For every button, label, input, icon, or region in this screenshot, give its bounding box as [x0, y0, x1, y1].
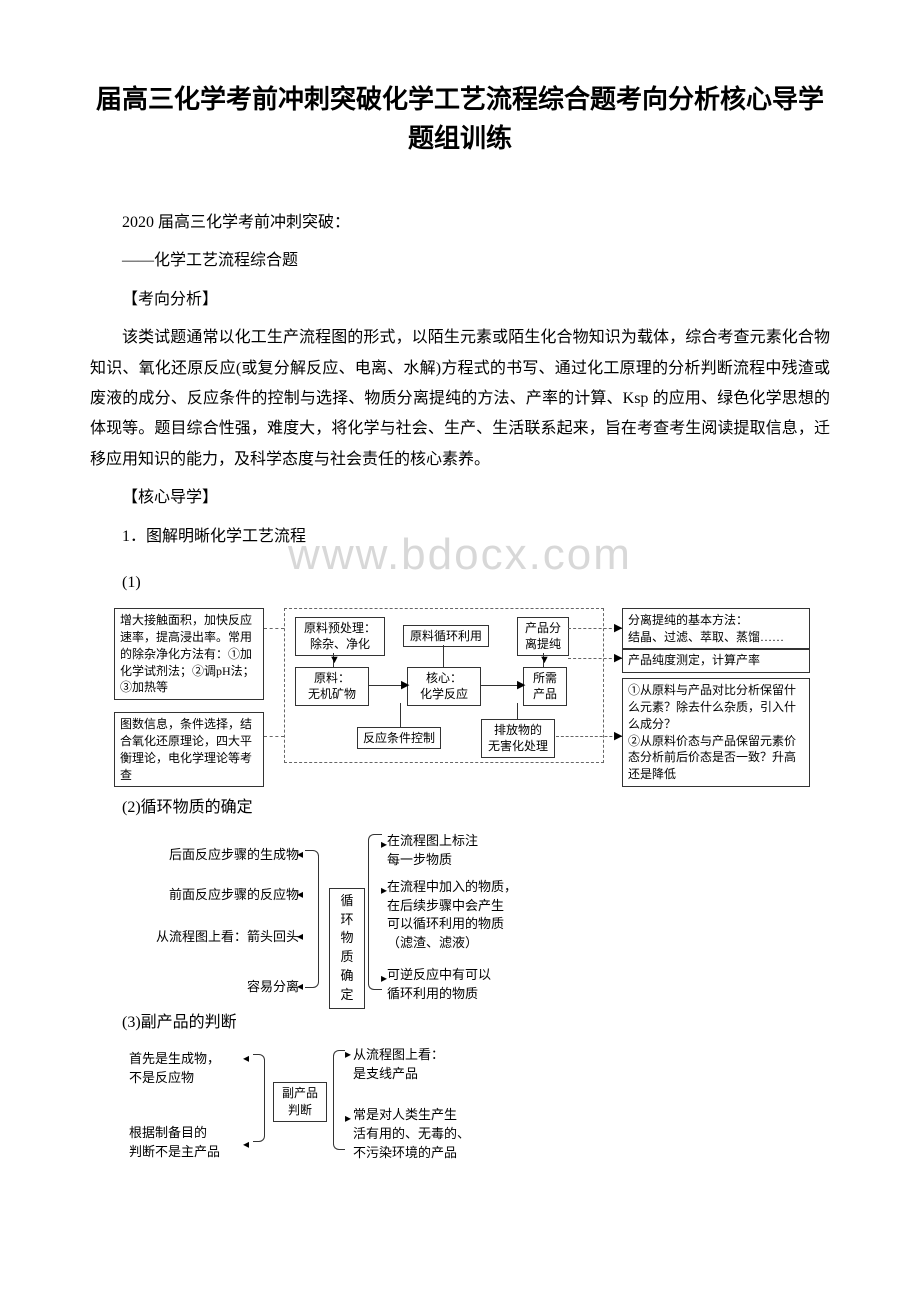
heading-1-3: (3)副产品的判断	[90, 1008, 830, 1038]
heading-1-1: (1)	[90, 568, 830, 598]
d1-right-box-2: 产品纯度测定，计算产率	[622, 648, 810, 673]
d1-box-separate: 产品分离提纯	[517, 617, 569, 655]
d3-right-2: 常是对人类生产生活有用的、无毒的、不污染环境的产品	[353, 1106, 470, 1163]
d2-right-1: 在流程图上标注每一步物质	[387, 832, 478, 870]
d2-left-2: 前面反应步骤的反应物	[129, 886, 299, 905]
d1-right-box-3: ①从原料与产品对比分析保留什么元素？除去什么杂质，引入什么成分？②从原料价态与产…	[622, 678, 810, 787]
d3-right-1: 从流程图上看：是支线产品	[353, 1046, 444, 1084]
d1-box-core: 核心：化学反应	[407, 667, 481, 705]
d2-left-3: 从流程图上看：箭头回头	[129, 928, 299, 947]
d1-box-condition: 反应条件控制	[357, 727, 441, 749]
d1-left-box-2: 图数信息，条件选择，结合氧化还原理论，四大平衡理论，电化学理论等考查	[114, 712, 264, 787]
diagram-process-flow: 增大接触面积，加快反应速率，提高浸出率。常用的除杂净化方法有：①加化学试剂法；②…	[114, 608, 814, 783]
d2-right-2: 在流程中加入的物质，在后续步骤中会产生可以循环利用的物质（滤渣、滤液）	[387, 878, 517, 953]
d2-right-3: 可逆反应中有可以循环利用的物质	[387, 966, 491, 1004]
d1-box-recycle: 原料循环利用	[403, 625, 489, 647]
d2-left-4: 容易分离	[129, 978, 299, 997]
d3-mid-box: 副产品判断	[273, 1082, 327, 1122]
exam-paragraph: 该类试题通常以化工生产流程图的形式，以陌生元素或陌生化合物知识为载体，综合考查元…	[90, 323, 830, 475]
diagram-cycle-material: 后面反应步骤的生成物 ◂ 前面反应步骤的反应物 ◂ 从流程图上看：箭头回头 ◂ …	[129, 832, 609, 1002]
section-core-heading: 【核心导学】	[90, 483, 830, 513]
intro-line-2: ——化学工艺流程综合题	[90, 246, 830, 276]
d1-box-pretreat: 原料预处理：除杂、净化	[295, 617, 385, 655]
d1-right-box-1: 分离提纯的基本方法：结晶、过滤、萃取、蒸馏……	[622, 608, 810, 650]
intro-line-1: 2020 届高三化学考前冲刺突破：	[90, 208, 830, 238]
d3-left-1: 首先是生成物，不是反应物	[129, 1050, 249, 1088]
heading-1-2: (2)循环物质的确定	[90, 793, 830, 823]
page-title: 届高三化学考前冲刺突破化学工艺流程综合题考向分析核心导学题组训练	[90, 80, 830, 158]
diagram-byproduct: 首先是生成物，不是反应物 ◂ 根据制备目的判断不是主产品 ◂ 副产品判断 ▸ 从…	[129, 1046, 599, 1166]
d1-box-raw: 原料：无机矿物	[295, 667, 369, 705]
d1-left-box-1: 增大接触面积，加快反应速率，提高浸出率。常用的除杂净化方法有：①加化学试剂法；②…	[114, 608, 264, 700]
heading-1: 1．图解明晰化学工艺流程	[90, 522, 830, 552]
d1-dashed-container: 原料预处理：除杂、净化 原料循环利用 产品分离提纯 原料：无机矿物 核心：化学反…	[284, 608, 604, 763]
d1-box-waste: 排放物的无害化处理	[481, 719, 555, 757]
d2-mid-box: 循环物质确定	[329, 888, 365, 1009]
d1-box-product: 所需产品	[523, 667, 567, 705]
d3-left-2: 根据制备目的判断不是主产品	[129, 1124, 249, 1162]
d2-left-1: 后面反应步骤的生成物	[129, 846, 299, 865]
section-exam-heading: 【考向分析】	[90, 285, 830, 315]
